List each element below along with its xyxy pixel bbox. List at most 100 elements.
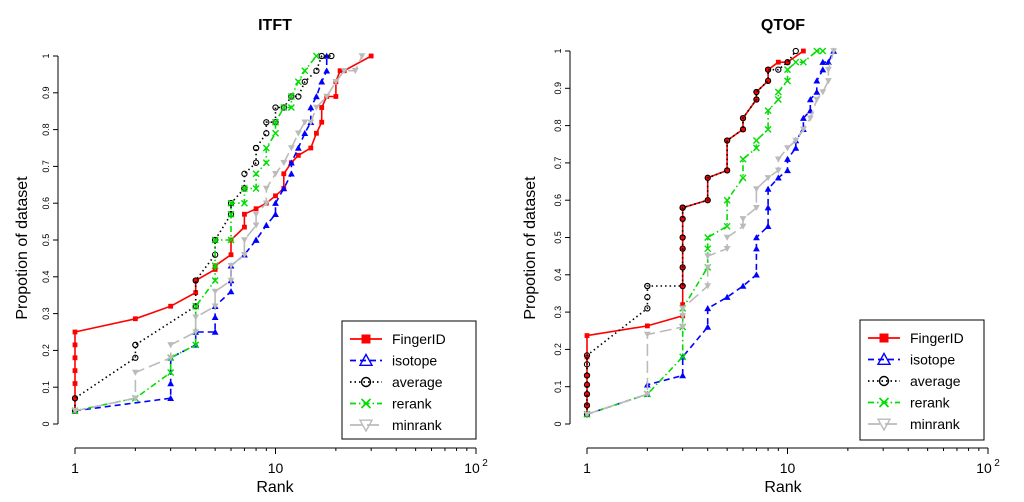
data-point [583,391,591,398]
x-tick-exponent: 2 [482,458,488,469]
data-point [272,199,279,206]
data-point [813,88,821,95]
series-line [586,50,797,415]
data-point [280,160,288,167]
data-point [583,402,591,409]
data-point [752,144,760,152]
data-point [273,193,278,199]
data-point [262,200,270,207]
data-point [704,304,712,312]
data-point [679,372,687,379]
series-line [586,50,835,416]
y-tick-label: 1 [553,48,563,53]
data-point [332,79,340,86]
x-tick-label: 10 [268,460,284,476]
y-tick-label: 0.8 [41,123,51,136]
data-point [764,77,772,84]
x-tick-label: 10 [464,460,480,476]
y-tick-label: 0.9 [41,87,51,100]
y-axis-label: Propotion of dataset [522,176,539,320]
legend: FingerID isotope average rerank minrank [859,319,985,441]
data-point [680,216,686,222]
legend-entry: minrank [392,417,443,433]
data-point [281,171,287,177]
legend-marker [360,398,372,409]
data-point [301,129,309,136]
data-point [679,245,686,252]
data-point [227,263,235,270]
data-point [192,303,199,310]
series-FingerID [584,48,806,417]
data-point [193,290,199,296]
data-point [287,159,295,166]
series-layer [583,47,838,418]
data-point [679,234,686,241]
data-point [312,52,320,60]
data-point [813,47,821,55]
data-point [806,96,814,103]
data-point [723,222,731,230]
data-point [704,253,712,260]
data-point [583,381,591,388]
data-point [784,166,791,174]
data-point [295,152,301,158]
y-tick-label: 0.4 [41,271,51,284]
data-point [323,67,331,74]
data-point [192,302,200,310]
data-point [323,93,331,100]
data-point [644,282,651,290]
data-point [211,328,219,335]
data-point [337,68,343,74]
data-point [723,245,731,253]
y-tick-label: 0.9 [553,82,563,95]
data-point [644,294,651,301]
data-point [263,119,270,126]
data-point [240,184,248,192]
data-point [739,223,747,230]
data-point [313,67,320,74]
data-point [323,52,331,59]
data-point [252,144,260,152]
data-point [307,119,315,126]
data-point [799,126,807,133]
data-point [830,48,838,55]
data-point [753,204,760,212]
data-point [211,288,219,295]
legend: FingerID isotope average rerank minrank [341,320,477,440]
legend-entry: isotope [910,352,955,368]
y-tick-label: 0.5 [41,234,51,247]
data-point [294,130,302,137]
data-point [679,264,686,271]
data-point [704,323,712,330]
legend-entry: rerank [910,395,951,411]
data-point [680,235,686,240]
data-point [643,331,651,338]
data-point [739,114,747,122]
y-tick-label: 0.3 [41,307,51,320]
legend-marker [876,418,892,432]
y-tick-label: 0 [553,421,563,426]
legend-entry: rerank [392,396,433,412]
legend-entry: average [392,374,443,390]
data-point [784,77,791,85]
data-point [784,155,791,162]
data-point [764,204,772,211]
data-point [294,144,302,151]
data-point [287,92,295,100]
legend-entry: average [910,373,961,389]
data-point [753,271,760,278]
data-point [351,68,359,75]
data-point [819,66,827,73]
data-point [211,276,219,284]
data-point [227,236,235,244]
data-point [262,221,270,228]
data-point [227,277,235,284]
data-point [228,252,234,258]
data-point [753,245,760,252]
panel-qtof: QTOF Rank Propotion of dataset 0 0.1 0.2 0.… [522,17,1000,496]
data-point [72,368,78,374]
data-point [765,67,771,73]
data-point [262,144,270,152]
data-point [584,391,590,397]
y-tick-label: 1 [41,53,51,58]
